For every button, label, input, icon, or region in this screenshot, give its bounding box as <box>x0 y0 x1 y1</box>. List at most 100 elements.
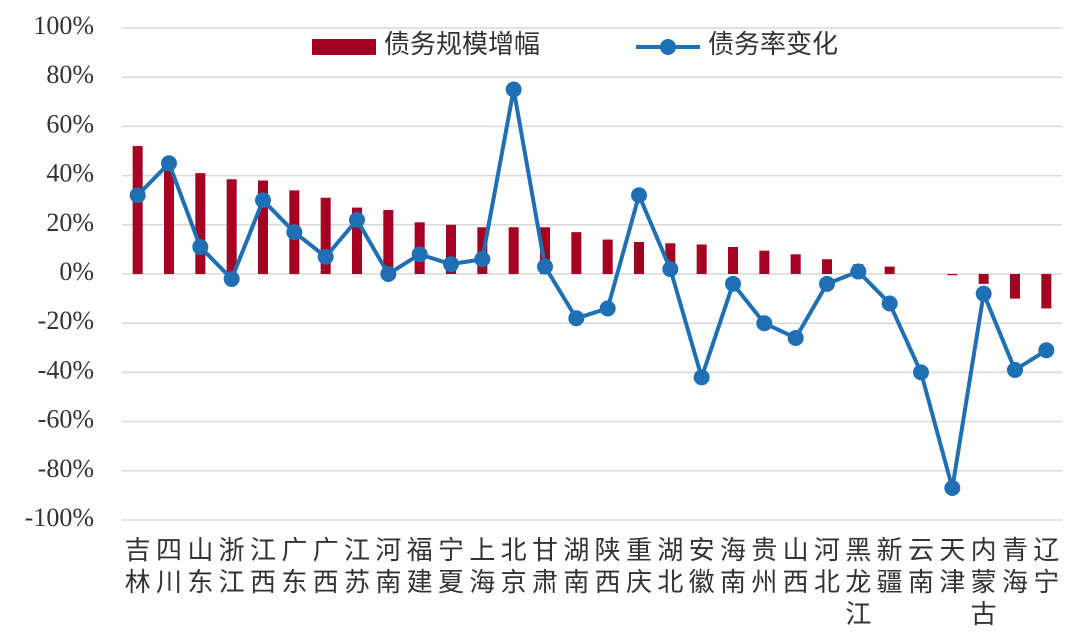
marker <box>474 251 491 268</box>
bar <box>728 246 738 274</box>
marker <box>443 256 459 273</box>
bar <box>759 250 770 274</box>
y-tick-label: -80% <box>38 454 94 483</box>
marker <box>756 315 773 332</box>
x-tick-label: 河北 <box>814 536 840 597</box>
x-tick-label: 吉林 <box>125 536 151 597</box>
x-tick-label: 内蒙古 <box>971 536 997 629</box>
marker <box>223 270 240 287</box>
marker <box>537 258 553 275</box>
x-tick-label: 贵州 <box>751 536 777 597</box>
marker <box>725 275 741 292</box>
marker <box>286 224 303 241</box>
x-tick-label: 辽宁 <box>1033 536 1059 597</box>
x-tick-label: 安徽 <box>689 536 715 597</box>
bar <box>571 232 582 274</box>
marker <box>1007 361 1023 378</box>
marker <box>599 300 616 317</box>
marker <box>944 480 961 497</box>
marker <box>192 238 209 255</box>
marker <box>913 364 929 381</box>
marker <box>975 285 992 302</box>
marker <box>850 263 867 280</box>
bar <box>696 244 707 274</box>
bar <box>790 254 801 274</box>
bar <box>226 179 237 274</box>
x-tick-label: 云南 <box>908 536 934 597</box>
bar <box>884 266 895 274</box>
x-tick-label: 湖北 <box>657 536 683 597</box>
marker <box>411 246 428 263</box>
x-tick-label: 北京 <box>501 536 527 597</box>
bar <box>665 243 676 274</box>
bar <box>446 224 456 274</box>
y-tick-label: -20% <box>38 306 94 335</box>
y-tick-label: 60% <box>46 109 94 138</box>
legend-swatch <box>660 39 676 55</box>
bar <box>258 180 268 274</box>
bar <box>1041 274 1052 309</box>
bar <box>822 259 832 274</box>
marker <box>255 192 271 209</box>
marker <box>317 248 334 265</box>
line <box>136 87 1048 491</box>
marker <box>819 275 835 292</box>
x-tick-label: 海南 <box>720 536 746 597</box>
bar <box>320 197 331 274</box>
marker <box>349 211 365 228</box>
marker <box>129 187 146 204</box>
bar <box>508 227 519 274</box>
bar <box>383 210 394 274</box>
x-tick-label: 福建 <box>407 536 433 597</box>
x-tick-label: 上海 <box>469 536 495 597</box>
x-tick-label: 浙江 <box>219 536 245 597</box>
legend-label: 债务规模增幅 <box>384 30 540 59</box>
marker <box>161 155 177 172</box>
bar <box>947 274 958 276</box>
x-tick-label: 山西 <box>783 536 809 597</box>
x-tick-label: 广西 <box>313 536 339 597</box>
x-tick-label: 陕西 <box>595 536 621 597</box>
x-tick-label: 湖南 <box>563 536 589 597</box>
marker <box>1038 342 1055 359</box>
marker <box>568 310 585 327</box>
legend-label: 债务率变化 <box>708 30 838 59</box>
bar <box>1010 274 1020 299</box>
bar <box>634 242 644 274</box>
legend-swatch <box>312 39 376 55</box>
marker <box>662 261 679 278</box>
marker <box>787 329 804 346</box>
y-tick-label: -40% <box>38 355 94 384</box>
x-tick-label: 四川 <box>156 536 182 597</box>
marker <box>380 266 397 282</box>
x-tick-label: 宁夏 <box>438 536 464 597</box>
y-tick-label: 20% <box>46 208 94 237</box>
y-tick-label: 80% <box>46 60 94 89</box>
x-tick-label: 山东 <box>187 536 213 597</box>
y-tick-label: 40% <box>46 159 94 188</box>
marker <box>631 187 647 204</box>
bar <box>978 274 989 284</box>
x-tick-label: 江苏 <box>344 536 370 597</box>
marker <box>881 295 898 312</box>
bar <box>195 173 206 274</box>
x-tick-label: 甘肃 <box>532 536 558 597</box>
bar <box>132 146 143 274</box>
x-tick-label: 天津 <box>939 536 965 597</box>
y-tick-label: 0% <box>59 257 94 286</box>
x-tick-label: 重庆 <box>626 536 652 597</box>
bar <box>352 207 362 274</box>
bar <box>540 227 550 274</box>
marker <box>505 81 522 98</box>
y-tick-label: 100% <box>33 11 94 40</box>
bar <box>164 170 174 274</box>
x-tick-label: 河南 <box>375 536 401 597</box>
y-tick-label: -60% <box>38 405 94 434</box>
x-tick-label: 江西 <box>250 536 276 597</box>
x-tick-label: 新疆 <box>877 536 903 597</box>
y-tick-label: -100% <box>25 503 94 532</box>
x-tick-label: 青海 <box>1002 536 1028 597</box>
x-tick-label: 黑龙江 <box>845 536 871 629</box>
bar <box>602 239 613 274</box>
